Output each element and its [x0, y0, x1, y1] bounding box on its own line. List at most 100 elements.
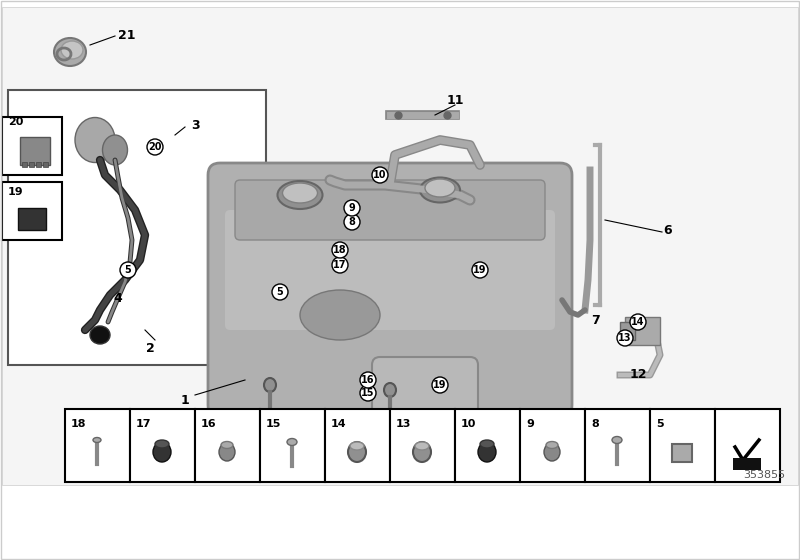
Ellipse shape	[420, 178, 460, 203]
Circle shape	[630, 314, 646, 330]
Circle shape	[372, 167, 388, 183]
Text: 19: 19	[8, 187, 24, 197]
Bar	[455, 409, 520, 482]
Text: 353855: 353855	[743, 470, 785, 480]
Text: 13: 13	[618, 333, 632, 343]
Circle shape	[344, 200, 360, 216]
Bar	[20, 137, 50, 165]
Circle shape	[472, 262, 488, 278]
Ellipse shape	[93, 437, 101, 442]
Text: 5: 5	[277, 287, 283, 297]
FancyBboxPatch shape	[235, 180, 545, 240]
Ellipse shape	[90, 326, 110, 344]
Text: 10: 10	[374, 170, 386, 180]
Ellipse shape	[384, 383, 396, 397]
Text: 16: 16	[201, 419, 217, 429]
Text: 5: 5	[656, 419, 664, 429]
Bar	[65, 409, 130, 482]
Text: 8: 8	[591, 419, 598, 429]
Text: 12: 12	[630, 368, 646, 381]
FancyBboxPatch shape	[225, 210, 555, 330]
Bar	[625, 317, 660, 345]
Ellipse shape	[278, 181, 322, 209]
Text: 4: 4	[114, 292, 122, 305]
Text: 6: 6	[664, 223, 672, 236]
Text: 21: 21	[118, 29, 135, 41]
Ellipse shape	[480, 440, 494, 448]
Ellipse shape	[102, 135, 127, 165]
Bar	[29, 162, 34, 167]
Ellipse shape	[54, 38, 86, 66]
Text: 1: 1	[181, 394, 190, 407]
Text: 2: 2	[146, 342, 154, 354]
Bar	[585, 409, 650, 482]
Bar	[650, 409, 715, 482]
Text: 20: 20	[148, 142, 162, 152]
Bar	[260, 409, 325, 482]
Ellipse shape	[287, 438, 297, 446]
Bar	[715, 409, 780, 482]
Bar	[733, 458, 761, 470]
Bar	[620, 322, 635, 340]
Text: 9: 9	[349, 203, 355, 213]
Text: 10: 10	[461, 419, 476, 429]
Text: 9: 9	[526, 419, 534, 429]
Bar	[2, 7, 798, 485]
Ellipse shape	[415, 442, 429, 450]
Circle shape	[332, 242, 348, 258]
Ellipse shape	[75, 118, 115, 162]
FancyBboxPatch shape	[372, 357, 478, 453]
Circle shape	[332, 257, 348, 273]
Circle shape	[360, 385, 376, 401]
Ellipse shape	[264, 378, 276, 392]
Ellipse shape	[221, 441, 233, 449]
Bar	[390, 409, 455, 482]
Ellipse shape	[219, 443, 235, 461]
Circle shape	[617, 330, 633, 346]
Text: 16: 16	[362, 375, 374, 385]
Text: 11: 11	[446, 94, 464, 106]
Text: 17: 17	[136, 419, 151, 429]
Circle shape	[120, 262, 136, 278]
Ellipse shape	[350, 442, 364, 450]
Ellipse shape	[300, 290, 380, 340]
Bar	[22, 162, 27, 167]
Bar	[325, 409, 390, 482]
Bar	[8, 90, 266, 365]
Bar	[2, 117, 62, 175]
Text: 3: 3	[190, 119, 199, 132]
Ellipse shape	[544, 443, 560, 461]
Text: 15: 15	[362, 388, 374, 398]
Ellipse shape	[546, 441, 558, 449]
Circle shape	[147, 139, 163, 155]
Text: 7: 7	[590, 314, 599, 326]
Text: 18: 18	[71, 419, 86, 429]
Circle shape	[360, 372, 376, 388]
Text: 8: 8	[349, 217, 355, 227]
Ellipse shape	[153, 442, 171, 462]
Circle shape	[432, 377, 448, 393]
Text: 20: 20	[8, 117, 23, 127]
Bar	[18, 208, 46, 230]
Ellipse shape	[612, 436, 622, 444]
Text: 15: 15	[266, 419, 282, 429]
Text: 13: 13	[396, 419, 411, 429]
Text: 18: 18	[333, 245, 347, 255]
Circle shape	[272, 284, 288, 300]
Bar	[520, 409, 585, 482]
FancyBboxPatch shape	[208, 163, 572, 417]
Bar	[672, 444, 692, 462]
Text: 5: 5	[125, 265, 131, 275]
Ellipse shape	[348, 442, 366, 462]
Ellipse shape	[425, 179, 455, 197]
Ellipse shape	[413, 442, 431, 462]
Bar	[2, 182, 62, 240]
Ellipse shape	[478, 442, 496, 462]
Bar	[36, 162, 41, 167]
Circle shape	[344, 214, 360, 230]
Text: 19: 19	[474, 265, 486, 275]
Text: 19: 19	[434, 380, 446, 390]
Bar	[43, 162, 48, 167]
Text: 14: 14	[331, 419, 346, 429]
Bar	[195, 409, 260, 482]
